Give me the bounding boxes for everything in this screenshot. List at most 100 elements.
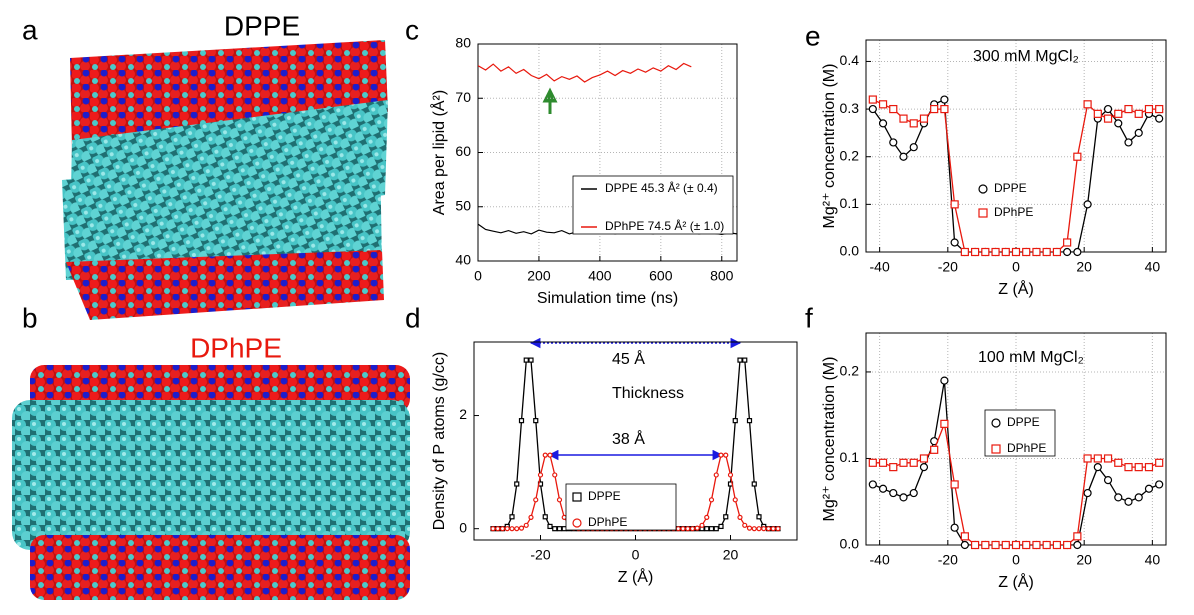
- annotation: 100 mM MgCl₂: [978, 349, 1084, 366]
- y-tick-label: 0.3: [840, 100, 860, 116]
- data-point: [694, 525, 700, 531]
- data-point: [775, 526, 781, 532]
- data-point: [723, 452, 729, 458]
- data-point: [930, 445, 939, 454]
- data-point: [547, 523, 553, 530]
- data-point: [533, 418, 539, 424]
- legend-label: DPPE 45.3 Å² (± 0.4): [605, 180, 718, 195]
- data-point: [713, 472, 719, 478]
- data-point: [552, 472, 558, 478]
- data-point: [981, 247, 990, 257]
- data-point: [528, 514, 534, 520]
- x-tick-label: 0: [474, 268, 482, 284]
- data-point: [732, 497, 738, 503]
- data-point: [542, 514, 548, 520]
- x-tick-label: -20: [938, 552, 958, 568]
- data-point: [1144, 484, 1154, 493]
- plot-frame: [477, 43, 738, 262]
- annotation: 300 mM MgCl₂: [973, 48, 1079, 65]
- y-tick-label: 50: [455, 197, 471, 213]
- panel-label: b: [22, 302, 38, 333]
- data-point: [547, 452, 553, 458]
- data-point: [542, 452, 548, 458]
- data-point: [1001, 540, 1010, 550]
- data-point: [499, 526, 506, 532]
- data-point: [1134, 493, 1143, 502]
- data-point: [1093, 454, 1102, 463]
- series-line: [872, 98, 1160, 252]
- data-point: [1042, 540, 1051, 550]
- data-point: [1114, 119, 1123, 128]
- data-point: [1114, 458, 1123, 467]
- x-axis-label: Simulation time (ns): [537, 290, 678, 307]
- panel-title: DPhPE: [190, 332, 282, 363]
- data-point: [1073, 247, 1082, 257]
- y-axis-label: Mg²⁺ concentration (M): [821, 64, 838, 229]
- data-point: [899, 458, 908, 467]
- data-point: [1155, 114, 1164, 123]
- legend-label: DPhPE: [994, 205, 1033, 219]
- data-point: [704, 514, 710, 520]
- data-point: [746, 418, 753, 424]
- data-point: [718, 523, 724, 530]
- x-tick-label: 20: [1076, 259, 1092, 275]
- data-point: [950, 523, 959, 532]
- panel-label: d: [405, 302, 421, 333]
- y-tick-label: 0: [459, 519, 467, 535]
- data-point: [919, 114, 929, 123]
- y-tick-label: 40: [455, 252, 471, 268]
- legend-label: DPhPE 74.5 Å² (± 1.0): [605, 218, 724, 233]
- data-point: [504, 526, 510, 532]
- data-point: [1032, 540, 1041, 550]
- data-point: [1083, 200, 1092, 209]
- y-axis-label: Area per lipid (Å²): [429, 90, 448, 215]
- x-tick-label: 40: [1145, 259, 1161, 275]
- panel-title: DPPE: [224, 10, 300, 41]
- data-point: [930, 104, 939, 114]
- x-axis-label: Z (Å): [998, 279, 1034, 298]
- data-point: [1144, 104, 1154, 114]
- data-point: [1114, 493, 1123, 502]
- data-point: [868, 104, 877, 114]
- data-point: [1073, 540, 1082, 550]
- legend-marker: [978, 184, 988, 194]
- data-point: [960, 540, 969, 550]
- y-tick-label: 2: [459, 406, 467, 422]
- data-point: [970, 540, 980, 550]
- data-point: [518, 418, 525, 424]
- data-point: [1124, 138, 1133, 147]
- data-point: [737, 514, 743, 520]
- data-point: [556, 526, 563, 532]
- y-tick-label: 0.1: [840, 195, 860, 211]
- data-point: [889, 463, 898, 472]
- data-point: [1103, 454, 1113, 463]
- y-axis-label: Mg²⁺ concentration (M): [821, 357, 838, 522]
- data-point: [518, 525, 525, 531]
- x-tick-label: 0: [1012, 552, 1020, 568]
- data-point: [981, 540, 990, 550]
- y-tick-label: 0.1: [840, 449, 860, 465]
- data-point: [878, 100, 888, 109]
- data-point: [723, 514, 729, 520]
- legend-label: DPPE: [994, 181, 1027, 195]
- data-point: [950, 238, 959, 247]
- data-point: [537, 472, 544, 478]
- data-point: [713, 526, 719, 532]
- data-point: [770, 526, 776, 532]
- data-point: [756, 514, 762, 520]
- legend-label: DPPE: [588, 489, 621, 503]
- data-point: [523, 522, 529, 528]
- data-point: [495, 526, 501, 532]
- data-point: [514, 526, 520, 532]
- data-point: [490, 526, 496, 532]
- data-point: [1134, 463, 1143, 472]
- x-axis-label: Z (Å): [998, 572, 1034, 591]
- data-point: [868, 95, 877, 104]
- data-point: [1155, 104, 1164, 114]
- membrane-image-b: [12, 365, 410, 600]
- data-point: [732, 418, 738, 424]
- membrane-image-a: [62, 40, 388, 320]
- data-point: [704, 526, 710, 532]
- x-tick-label: 800: [710, 268, 734, 284]
- data-point: [950, 480, 959, 489]
